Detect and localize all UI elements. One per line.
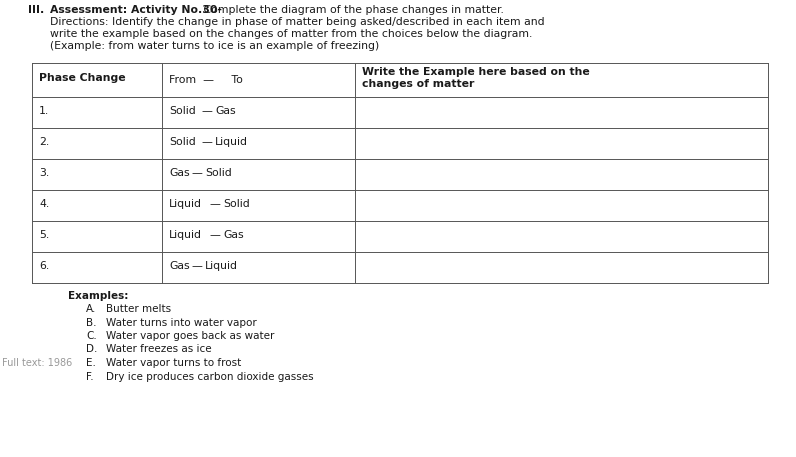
Text: Assessment: Activity No.30-: Assessment: Activity No.30- [50, 5, 222, 15]
Text: Liquid: Liquid [205, 261, 238, 271]
Text: Solid: Solid [223, 199, 250, 209]
Text: 2.: 2. [39, 137, 49, 147]
Text: Phase Change: Phase Change [39, 73, 126, 83]
Text: changes of matter: changes of matter [362, 79, 474, 89]
Text: (Example: from water turns to ice is an example of freezing): (Example: from water turns to ice is an … [50, 41, 379, 51]
Text: Write the Example here based on the: Write the Example here based on the [362, 67, 590, 77]
Text: Water freezes as ice: Water freezes as ice [106, 345, 212, 355]
Text: write the example based on the changes of matter from the choices below the diag: write the example based on the changes o… [50, 29, 533, 39]
Text: Water vapor turns to frost: Water vapor turns to frost [106, 358, 241, 368]
Text: —: — [191, 261, 202, 271]
Text: Examples:: Examples: [68, 291, 128, 301]
Text: 3.: 3. [39, 168, 49, 178]
Text: —: — [209, 230, 220, 240]
Text: Complete the diagram of the phase changes in matter.: Complete the diagram of the phase change… [200, 5, 504, 15]
Text: —: — [191, 168, 202, 178]
Text: Butter melts: Butter melts [106, 304, 171, 314]
Text: A.: A. [86, 304, 96, 314]
Text: III.: III. [28, 5, 45, 15]
Text: B.: B. [86, 318, 96, 328]
Text: C.: C. [86, 331, 97, 341]
Text: Liquid: Liquid [169, 199, 202, 209]
Text: Directions: Identify the change in phase of matter being asked/described in each: Directions: Identify the change in phase… [50, 17, 544, 27]
Text: F.: F. [86, 372, 94, 382]
Text: E.: E. [86, 358, 96, 368]
Text: Dry ice produces carbon dioxide gasses: Dry ice produces carbon dioxide gasses [106, 372, 314, 382]
Text: Gas: Gas [223, 230, 244, 240]
Text: Full text: 1986: Full text: 1986 [2, 358, 72, 368]
Text: Gas: Gas [169, 168, 189, 178]
Text: Liquid: Liquid [215, 137, 248, 147]
Text: Water turns into water vapor: Water turns into water vapor [106, 318, 257, 328]
Text: 1.: 1. [39, 106, 49, 116]
Text: Solid: Solid [169, 106, 196, 116]
Text: D.: D. [86, 345, 97, 355]
Text: 4.: 4. [39, 199, 49, 209]
Text: Solid: Solid [169, 137, 196, 147]
Text: Gas: Gas [215, 106, 236, 116]
Text: Liquid: Liquid [169, 230, 202, 240]
Text: Solid: Solid [205, 168, 232, 178]
Text: —: — [209, 199, 220, 209]
Text: Water vapor goes back as water: Water vapor goes back as water [106, 331, 275, 341]
Text: —: — [201, 106, 212, 116]
Text: 5.: 5. [39, 230, 49, 240]
Text: Gas: Gas [169, 261, 189, 271]
Text: 6.: 6. [39, 261, 49, 271]
Text: —: — [201, 137, 212, 147]
Text: From  —     To: From — To [169, 75, 243, 85]
